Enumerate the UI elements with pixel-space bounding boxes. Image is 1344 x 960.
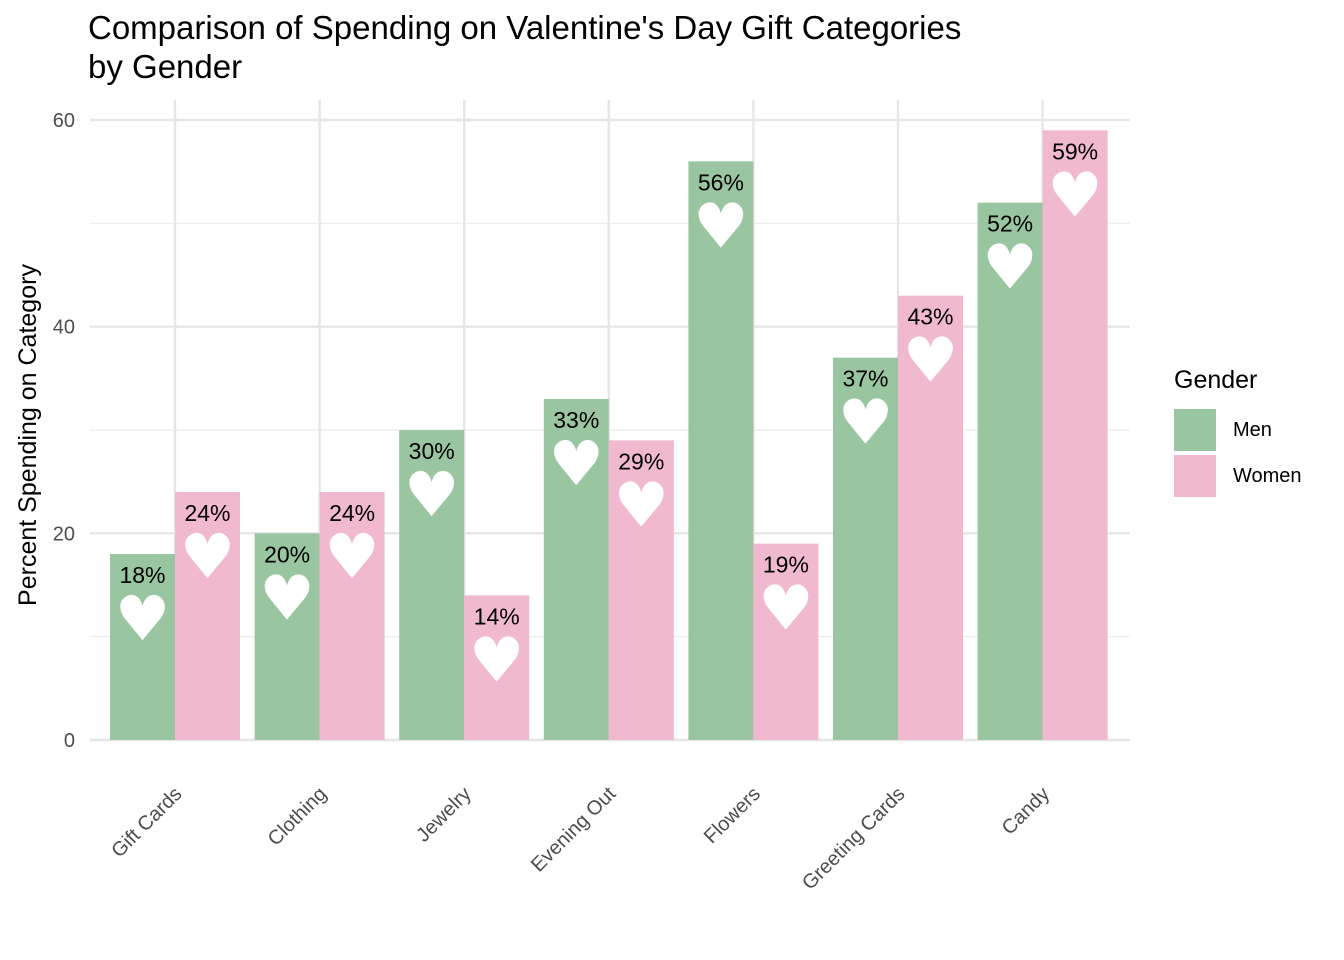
x-tick-label: Clothing	[264, 783, 331, 850]
bar-women	[1042, 130, 1108, 741]
legend-swatch-men	[1174, 409, 1216, 451]
y-axis: 0 20 40 60	[53, 110, 75, 752]
data-label-men: 33%	[553, 407, 599, 433]
bars	[110, 130, 1108, 741]
data-label-men: 30%	[409, 438, 455, 464]
heart-icon: ♥	[1047, 158, 1103, 231]
legend: Gender Men Women	[1174, 366, 1302, 499]
heart-icon: ♥	[549, 427, 605, 500]
legend-item-men: Men	[1174, 407, 1302, 453]
legend-label-men: Men	[1233, 418, 1272, 441]
data-label-men: 20%	[264, 541, 310, 567]
chart-title-line-2: by Gender	[88, 48, 243, 85]
bar-men	[688, 161, 754, 741]
bar-women	[319, 492, 385, 740]
data-label-women: 14%	[474, 603, 520, 629]
heart-icon: ♥	[838, 386, 894, 459]
y-tick-label: 40	[53, 317, 75, 339]
legend-swatch-women	[1174, 455, 1216, 497]
y-tick-label: 60	[53, 110, 75, 132]
heart-icon: ♥	[693, 189, 749, 262]
x-axis: Gift Cards Clothing Jewelry Evening Out Flow…	[107, 783, 1054, 895]
heart-icon: ♥	[903, 324, 959, 397]
x-tick-label: Jewelry	[412, 783, 475, 846]
legend-label-women: Women	[1233, 464, 1302, 487]
bar-women	[464, 595, 530, 740]
x-tick-label: Gift Cards	[107, 783, 186, 862]
heart-icon: ♥	[982, 231, 1038, 304]
bar-men	[254, 533, 320, 740]
data-label-men: 37%	[842, 366, 888, 392]
x-tick-label: Evening Out	[527, 783, 621, 877]
y-tick-label: 0	[64, 730, 75, 752]
data-label-women: 19%	[763, 552, 809, 578]
heart-icon: ♥	[404, 458, 460, 531]
x-tick-label: Candy	[998, 783, 1054, 839]
data-label-women: 43%	[907, 304, 953, 330]
heart-icon: ♥	[614, 468, 670, 541]
chart-title-line-1: Comparison of Spending on Valentine's Da…	[88, 9, 962, 46]
heart-icon: ♥	[115, 582, 171, 655]
bar-women	[175, 492, 240, 740]
bar-women	[753, 543, 819, 740]
y-axis-title: Percent Spending on Category	[14, 264, 42, 606]
bar-men	[110, 554, 175, 740]
data-labels: 18%♥20%♥30%♥33%♥56%♥37%♥52%♥24%♥24%♥14%♥…	[115, 138, 1103, 696]
y-tick-label: 20	[53, 523, 75, 545]
bar-men	[977, 202, 1043, 740]
legend-title: Gender	[1174, 366, 1258, 394]
heart-icon: ♥	[180, 520, 236, 593]
data-label-women: 24%	[184, 500, 230, 526]
data-label-men: 56%	[698, 169, 744, 195]
data-label-women: 59%	[1052, 138, 1098, 164]
data-label-women: 24%	[329, 500, 375, 526]
heart-icon: ♥	[259, 561, 315, 634]
x-tick-label: Greeting Cards	[798, 783, 909, 894]
bar-women	[608, 440, 674, 740]
heart-icon: ♥	[324, 520, 380, 593]
legend-item-women: Women	[1174, 453, 1302, 499]
bar-men	[833, 357, 898, 740]
data-label-men: 52%	[987, 211, 1033, 237]
data-label-men: 18%	[119, 562, 165, 588]
heart-icon: ♥	[758, 572, 814, 645]
data-label-women: 29%	[618, 448, 664, 474]
bar-women	[898, 295, 963, 740]
heart-icon: ♥	[469, 623, 525, 696]
bar-men	[399, 430, 465, 740]
x-tick-label: Flowers	[700, 783, 765, 848]
chart-title: Comparison of Spending on Valentine's Da…	[88, 8, 961, 86]
bar-men	[543, 399, 609, 740]
